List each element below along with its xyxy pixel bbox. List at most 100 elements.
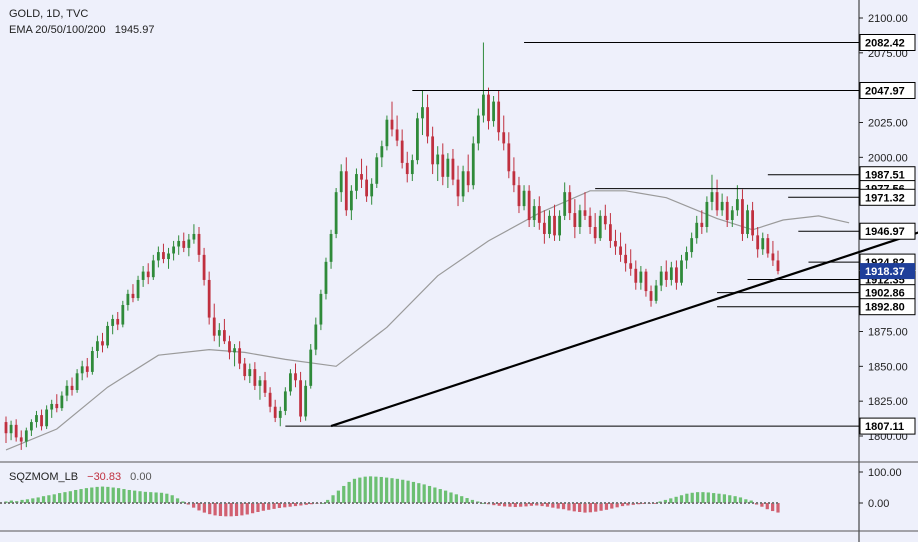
oscillator-bar	[304, 503, 308, 505]
price-tick-label: 1825.00	[868, 396, 908, 408]
candle-body	[482, 94, 485, 116]
oscillator-bar	[277, 503, 282, 508]
candle-body	[390, 119, 394, 130]
oscillator-bar	[460, 496, 464, 503]
oscillator-bar	[283, 503, 287, 508]
candle-body	[400, 140, 404, 163]
oscillator-bar	[551, 503, 555, 508]
oscillator-bar	[401, 479, 405, 503]
candle-body	[60, 395, 64, 409]
oscillator-bar	[556, 503, 560, 509]
oscillator-bar	[192, 503, 196, 508]
candle-body	[4, 422, 8, 434]
oscillator-bar	[251, 503, 255, 514]
candle-body	[675, 267, 678, 283]
candle-body	[680, 260, 683, 283]
candle-body	[553, 215, 556, 236]
oscillator-bar	[712, 493, 716, 503]
candle-body	[624, 254, 628, 264]
candle-body	[532, 206, 536, 221]
oscillator-bar	[685, 493, 689, 503]
oscillator-bar	[331, 495, 335, 503]
candle-body	[568, 192, 572, 214]
price-tick-label: 1875.00	[868, 327, 908, 339]
oscillator-bar	[776, 503, 780, 513]
oscillator-bar	[347, 481, 351, 503]
oscillator-bar	[95, 486, 99, 503]
candle-body	[299, 380, 302, 417]
candle-body	[649, 291, 653, 301]
oscillator-bar	[417, 483, 421, 503]
oscillator-bar	[615, 503, 619, 508]
oscillator-bar	[143, 491, 147, 503]
candle-body	[248, 369, 252, 377]
candle-body	[151, 260, 155, 278]
candle-body	[96, 341, 99, 352]
candle-body	[35, 415, 38, 423]
candle-body	[339, 171, 343, 193]
price-level-badge	[859, 298, 916, 316]
candle-body	[502, 132, 506, 144]
candle-body	[360, 174, 363, 180]
candle-body	[182, 240, 186, 248]
oscillator-bar	[390, 478, 394, 503]
oscillator-bar	[245, 503, 249, 515]
candle-body	[644, 271, 648, 292]
candle-body	[669, 267, 673, 280]
candle-body	[14, 424, 18, 438]
oscillator-bar	[572, 503, 576, 512]
oscillator-bar	[288, 503, 292, 507]
ema-label: EMA 20/50/100/200	[9, 24, 106, 36]
price-level-label: 1971.32	[865, 192, 905, 204]
candle-body	[710, 192, 714, 202]
oscillator-bar	[470, 499, 475, 503]
candle-body	[441, 154, 445, 177]
candle-body	[507, 143, 511, 172]
oscillator-bar	[695, 492, 700, 503]
candle-body	[466, 171, 470, 186]
oscillator-bar	[653, 503, 657, 504]
oscillator-bar	[79, 489, 83, 503]
oscillator-bar	[669, 498, 673, 503]
candle-body	[263, 380, 267, 393]
oscillator-bar	[299, 503, 303, 506]
candle-body	[222, 330, 226, 342]
oscillator-bar	[701, 492, 705, 503]
candle-body	[90, 351, 94, 372]
oscillator-bar	[267, 503, 271, 510]
candle-body	[720, 201, 724, 211]
oscillator-bar	[58, 493, 62, 503]
candle-body	[421, 107, 424, 119]
oscillator-bar	[36, 497, 40, 503]
candle-body	[192, 233, 196, 240]
oscillator-bar	[202, 503, 206, 513]
candle-body	[344, 171, 348, 211]
current-price-badge	[860, 263, 915, 280]
candle-body	[492, 101, 495, 122]
legend-ema: EMA 20/50/100/200 1945.97	[9, 24, 160, 36]
candle-body	[756, 235, 760, 250]
candle-body	[558, 215, 562, 236]
candle-body	[111, 318, 115, 326]
oscillator-bar	[218, 503, 223, 517]
candle-body	[664, 271, 668, 280]
oscillator-bar	[138, 491, 142, 503]
oscillator-bar	[706, 492, 710, 503]
candle-body	[172, 246, 176, 254]
oscillator-bar	[561, 503, 566, 510]
candle-body	[741, 199, 744, 234]
candle-body	[517, 185, 521, 207]
candle-body	[410, 160, 414, 175]
symbol-label: GOLD, 1D, TVC	[9, 8, 89, 20]
oscillator-bar	[181, 501, 185, 503]
oscillator-bar	[9, 500, 13, 503]
candle-body	[619, 246, 622, 255]
candle-body	[29, 422, 33, 431]
candle-body	[65, 385, 69, 396]
candle-body	[167, 253, 170, 260]
candles-group	[4, 42, 780, 450]
oscillator-bar	[760, 503, 764, 507]
candle-body	[751, 210, 755, 236]
